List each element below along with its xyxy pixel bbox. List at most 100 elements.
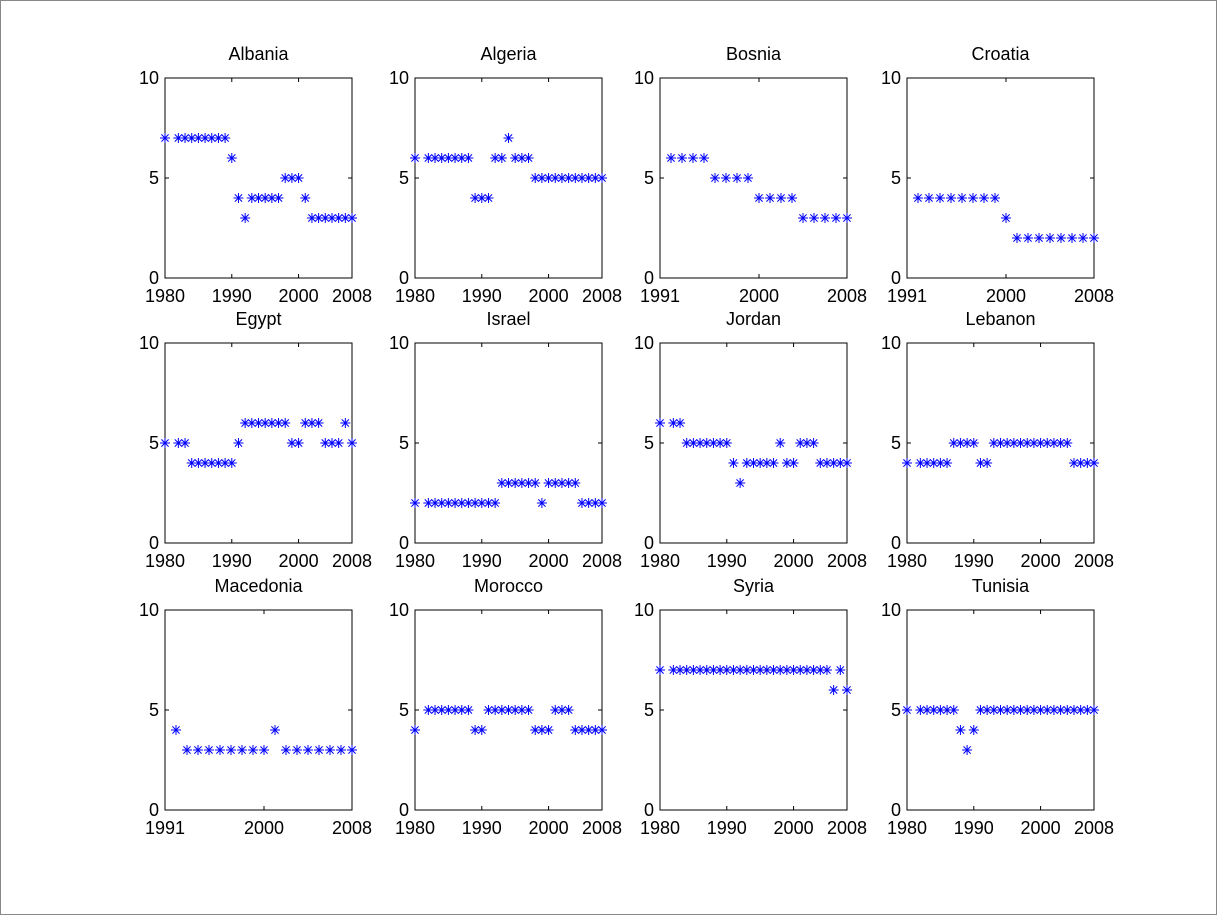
marker — [948, 705, 959, 715]
marker — [293, 438, 304, 448]
subplot: Macedonia 1991 2000 2008 0 5 10 — [139, 576, 372, 838]
marker — [248, 745, 258, 755]
subplot: Lebanon 1980 1990 2000 2008 0 5 10 — [881, 309, 1114, 571]
y-tick-label: 0 — [149, 533, 159, 553]
subplot: Albania 1980 1990 2000 2008 0 5 10 — [139, 44, 372, 306]
marker — [206, 458, 217, 468]
y-tick-label: 0 — [399, 533, 409, 553]
axes-box — [164, 609, 353, 811]
marker — [748, 458, 759, 468]
y-tick-label: 10 — [139, 600, 159, 620]
marker — [765, 193, 775, 203]
y-tick-label: 5 — [149, 700, 159, 720]
subplot: Syria 1980 1990 2000 2008 0 5 10 — [634, 576, 867, 838]
marker — [701, 438, 712, 448]
marker — [1082, 705, 1093, 715]
y-tick-label: 10 — [389, 333, 409, 353]
x-tick-label: 1980 — [887, 818, 927, 838]
marker — [463, 498, 474, 508]
marker — [303, 745, 313, 755]
marker — [220, 458, 231, 468]
marker — [543, 173, 554, 183]
x-tick-label: 2008 — [332, 286, 372, 306]
y-tick-label: 0 — [644, 268, 654, 288]
marker — [915, 458, 926, 468]
marker — [313, 418, 324, 428]
marker — [982, 705, 993, 715]
y-tick-label: 5 — [149, 168, 159, 188]
y-tick-label: 5 — [399, 700, 409, 720]
marker — [260, 193, 271, 203]
marker — [336, 745, 346, 755]
marker — [1055, 438, 1066, 448]
marker — [583, 725, 594, 735]
marker — [728, 458, 739, 468]
marker — [715, 438, 726, 448]
marker — [597, 498, 607, 508]
marker — [490, 705, 501, 715]
marker — [902, 458, 912, 468]
y-tick-label: 0 — [891, 533, 901, 553]
marker — [915, 705, 926, 715]
y-tick-label: 5 — [891, 700, 901, 720]
subplot: Bosnia 1991 2000 2008 0 5 10 — [634, 44, 867, 306]
marker — [570, 173, 581, 183]
subplot-title: Tunisia — [972, 576, 1030, 596]
marker — [270, 725, 280, 735]
marker — [423, 498, 434, 508]
marker — [430, 153, 441, 163]
x-tick-label: 2008 — [1074, 286, 1114, 306]
x-tick-label: 2008 — [332, 551, 372, 571]
marker — [979, 193, 989, 203]
marker — [280, 173, 291, 183]
marker — [831, 213, 841, 223]
marker — [450, 705, 461, 715]
marker — [510, 153, 521, 163]
marker — [808, 438, 819, 448]
marker — [655, 665, 665, 675]
marker — [483, 705, 494, 715]
marker — [1075, 705, 1086, 715]
marker — [924, 193, 934, 203]
marker — [180, 133, 191, 143]
marker — [213, 133, 224, 143]
subplot-title: Croatia — [971, 44, 1030, 64]
marker — [995, 438, 1006, 448]
y-tick-label: 0 — [891, 800, 901, 820]
marker — [410, 153, 420, 163]
marker — [688, 153, 698, 163]
marker — [193, 133, 204, 143]
x-tick-label: 2000 — [1021, 551, 1061, 571]
marker — [576, 725, 587, 735]
y-tick-label: 5 — [399, 168, 409, 188]
x-tick-label: 2000 — [279, 551, 319, 571]
marker — [496, 478, 507, 488]
marker — [695, 665, 706, 675]
marker — [922, 705, 933, 715]
marker — [259, 745, 269, 755]
marker — [962, 745, 973, 755]
marker — [300, 193, 311, 203]
x-tick-label: 2008 — [827, 551, 867, 571]
x-tick-label: 2008 — [1074, 818, 1114, 838]
marker — [456, 498, 467, 508]
marker — [776, 193, 786, 203]
marker — [443, 705, 454, 715]
x-tick-label: 2000 — [529, 551, 569, 571]
marker — [1002, 705, 1013, 715]
marker — [200, 458, 211, 468]
marker — [708, 438, 719, 448]
marker — [253, 418, 264, 428]
x-tick-label: 2000 — [986, 286, 1026, 306]
axes-box — [414, 342, 603, 544]
y-tick-label: 0 — [644, 533, 654, 553]
y-tick-label: 0 — [891, 268, 901, 288]
marker — [942, 705, 953, 715]
marker — [681, 665, 692, 675]
marker — [708, 665, 719, 675]
marker — [675, 418, 686, 428]
marker — [556, 705, 567, 715]
marker — [213, 458, 224, 468]
marker — [721, 438, 732, 448]
marker — [300, 418, 311, 428]
